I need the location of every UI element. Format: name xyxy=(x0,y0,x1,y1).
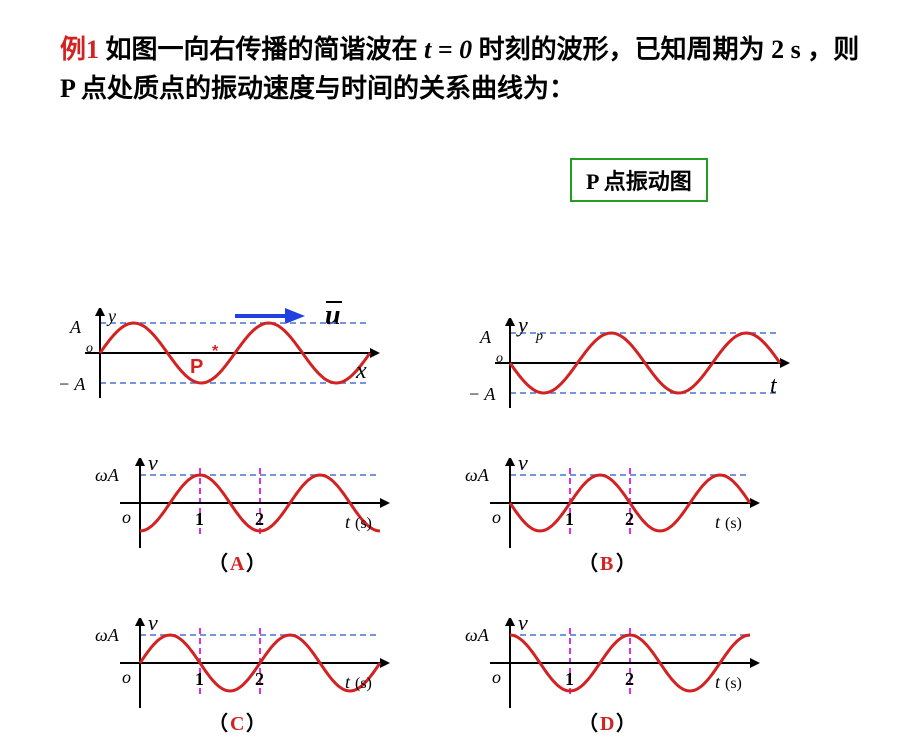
y-label: y xyxy=(106,308,116,326)
svg-text:o: o xyxy=(492,667,501,687)
x-arrow xyxy=(780,358,790,368)
svg-text:1: 1 xyxy=(195,669,204,689)
svg-text:t: t xyxy=(345,512,351,532)
svg-text:A: A xyxy=(230,553,245,575)
svg-text:2: 2 xyxy=(625,509,634,529)
wave-main-svg: P * y x o A − A xyxy=(60,308,400,418)
svg-text:（: （ xyxy=(208,552,228,575)
option-a-plot: v ωA o 1 2 t(s) （A） xyxy=(90,458,400,588)
svg-text:(s): (s) xyxy=(355,515,372,532)
svg-text:D: D xyxy=(600,713,614,735)
svg-text:t: t xyxy=(715,672,721,692)
x-arrow xyxy=(370,348,380,358)
svg-text:o: o xyxy=(492,507,501,527)
p-legend-box: P 点振动图 xyxy=(570,158,708,202)
svg-text:（: （ xyxy=(578,712,598,735)
svg-text:o: o xyxy=(122,507,131,527)
opt-b-svg: v ωA o 1 2 t(s) （B） xyxy=(460,458,770,588)
svg-text:v: v xyxy=(148,458,158,475)
svg-text:v: v xyxy=(518,618,528,635)
x-label: t xyxy=(770,373,778,399)
svg-text:o: o xyxy=(122,667,131,687)
svg-text:ωA: ωA xyxy=(95,625,120,645)
y-label: y xyxy=(516,318,528,337)
opt-d-svg: v ωA o 1 2 t(s) （D） xyxy=(460,618,770,748)
svg-text:）: ） xyxy=(616,712,636,735)
svg-text:1: 1 xyxy=(565,509,574,529)
p-point-label: P xyxy=(190,356,203,378)
svg-text:（: （ xyxy=(578,552,598,575)
p-vibration-svg: y p t o A − A xyxy=(470,318,810,428)
problem-part1: 如图一向右传播的简谐波在 xyxy=(99,35,424,64)
svg-text:2: 2 xyxy=(255,509,264,529)
svg-text:v: v xyxy=(518,458,528,475)
svg-text:v: v xyxy=(148,618,158,635)
svg-text:）: ） xyxy=(246,552,266,575)
o-label: o xyxy=(496,351,503,366)
y-arrow xyxy=(505,318,515,326)
problem-eq: t = 0 xyxy=(424,35,472,64)
svg-text:ωA: ωA xyxy=(95,465,120,485)
y-arrow xyxy=(95,308,105,316)
svg-text:(s): (s) xyxy=(725,515,742,532)
svg-text:t: t xyxy=(345,672,351,692)
svg-text:B: B xyxy=(600,553,613,575)
amp-top: A xyxy=(479,327,492,347)
svg-text:1: 1 xyxy=(565,669,574,689)
amp-bot: − A xyxy=(470,384,496,404)
svg-text:ωA: ωA xyxy=(465,465,490,485)
svg-text:(s): (s) xyxy=(355,675,372,692)
svg-text:1: 1 xyxy=(195,509,204,529)
svg-text:(s): (s) xyxy=(725,675,742,692)
x-label: x xyxy=(355,358,367,384)
p-vibration-plot: y p t o A − A xyxy=(470,318,810,428)
wave-main-plot: P * y x o A − A xyxy=(60,308,400,418)
svg-text:C: C xyxy=(230,713,244,735)
option-d-plot: v ωA o 1 2 t(s) （D） xyxy=(460,618,770,748)
svg-text:）: ） xyxy=(616,552,636,575)
p-legend-text: P 点振动图 xyxy=(586,169,692,194)
svg-text:2: 2 xyxy=(255,669,264,689)
example-label: 例1 xyxy=(60,35,99,64)
option-b-plot: v ωA o 1 2 t(s) （B） xyxy=(460,458,770,588)
y-sub: p xyxy=(535,329,543,344)
o-label: o xyxy=(86,341,93,356)
amp-bot: − A xyxy=(60,374,86,394)
amp-top: A xyxy=(69,317,82,337)
problem-text: 例1 如图一向右传播的简谐波在 t = 0 时刻的波形，已知周期为 2 s ，则… xyxy=(0,0,920,118)
svg-text:2: 2 xyxy=(625,669,634,689)
opt-a-svg: v ωA o 1 2 t(s) （A） xyxy=(90,458,400,588)
svg-text:）: ） xyxy=(246,712,266,735)
option-c-plot: v ωA o 1 2 t(s) （C） xyxy=(90,618,400,748)
opt-c-svg: v ωA o 1 2 t(s) （C） xyxy=(90,618,400,748)
svg-text:（: （ xyxy=(208,712,228,735)
p-point-star: * xyxy=(212,343,219,360)
svg-text:ωA: ωA xyxy=(465,625,490,645)
svg-text:t: t xyxy=(715,512,721,532)
